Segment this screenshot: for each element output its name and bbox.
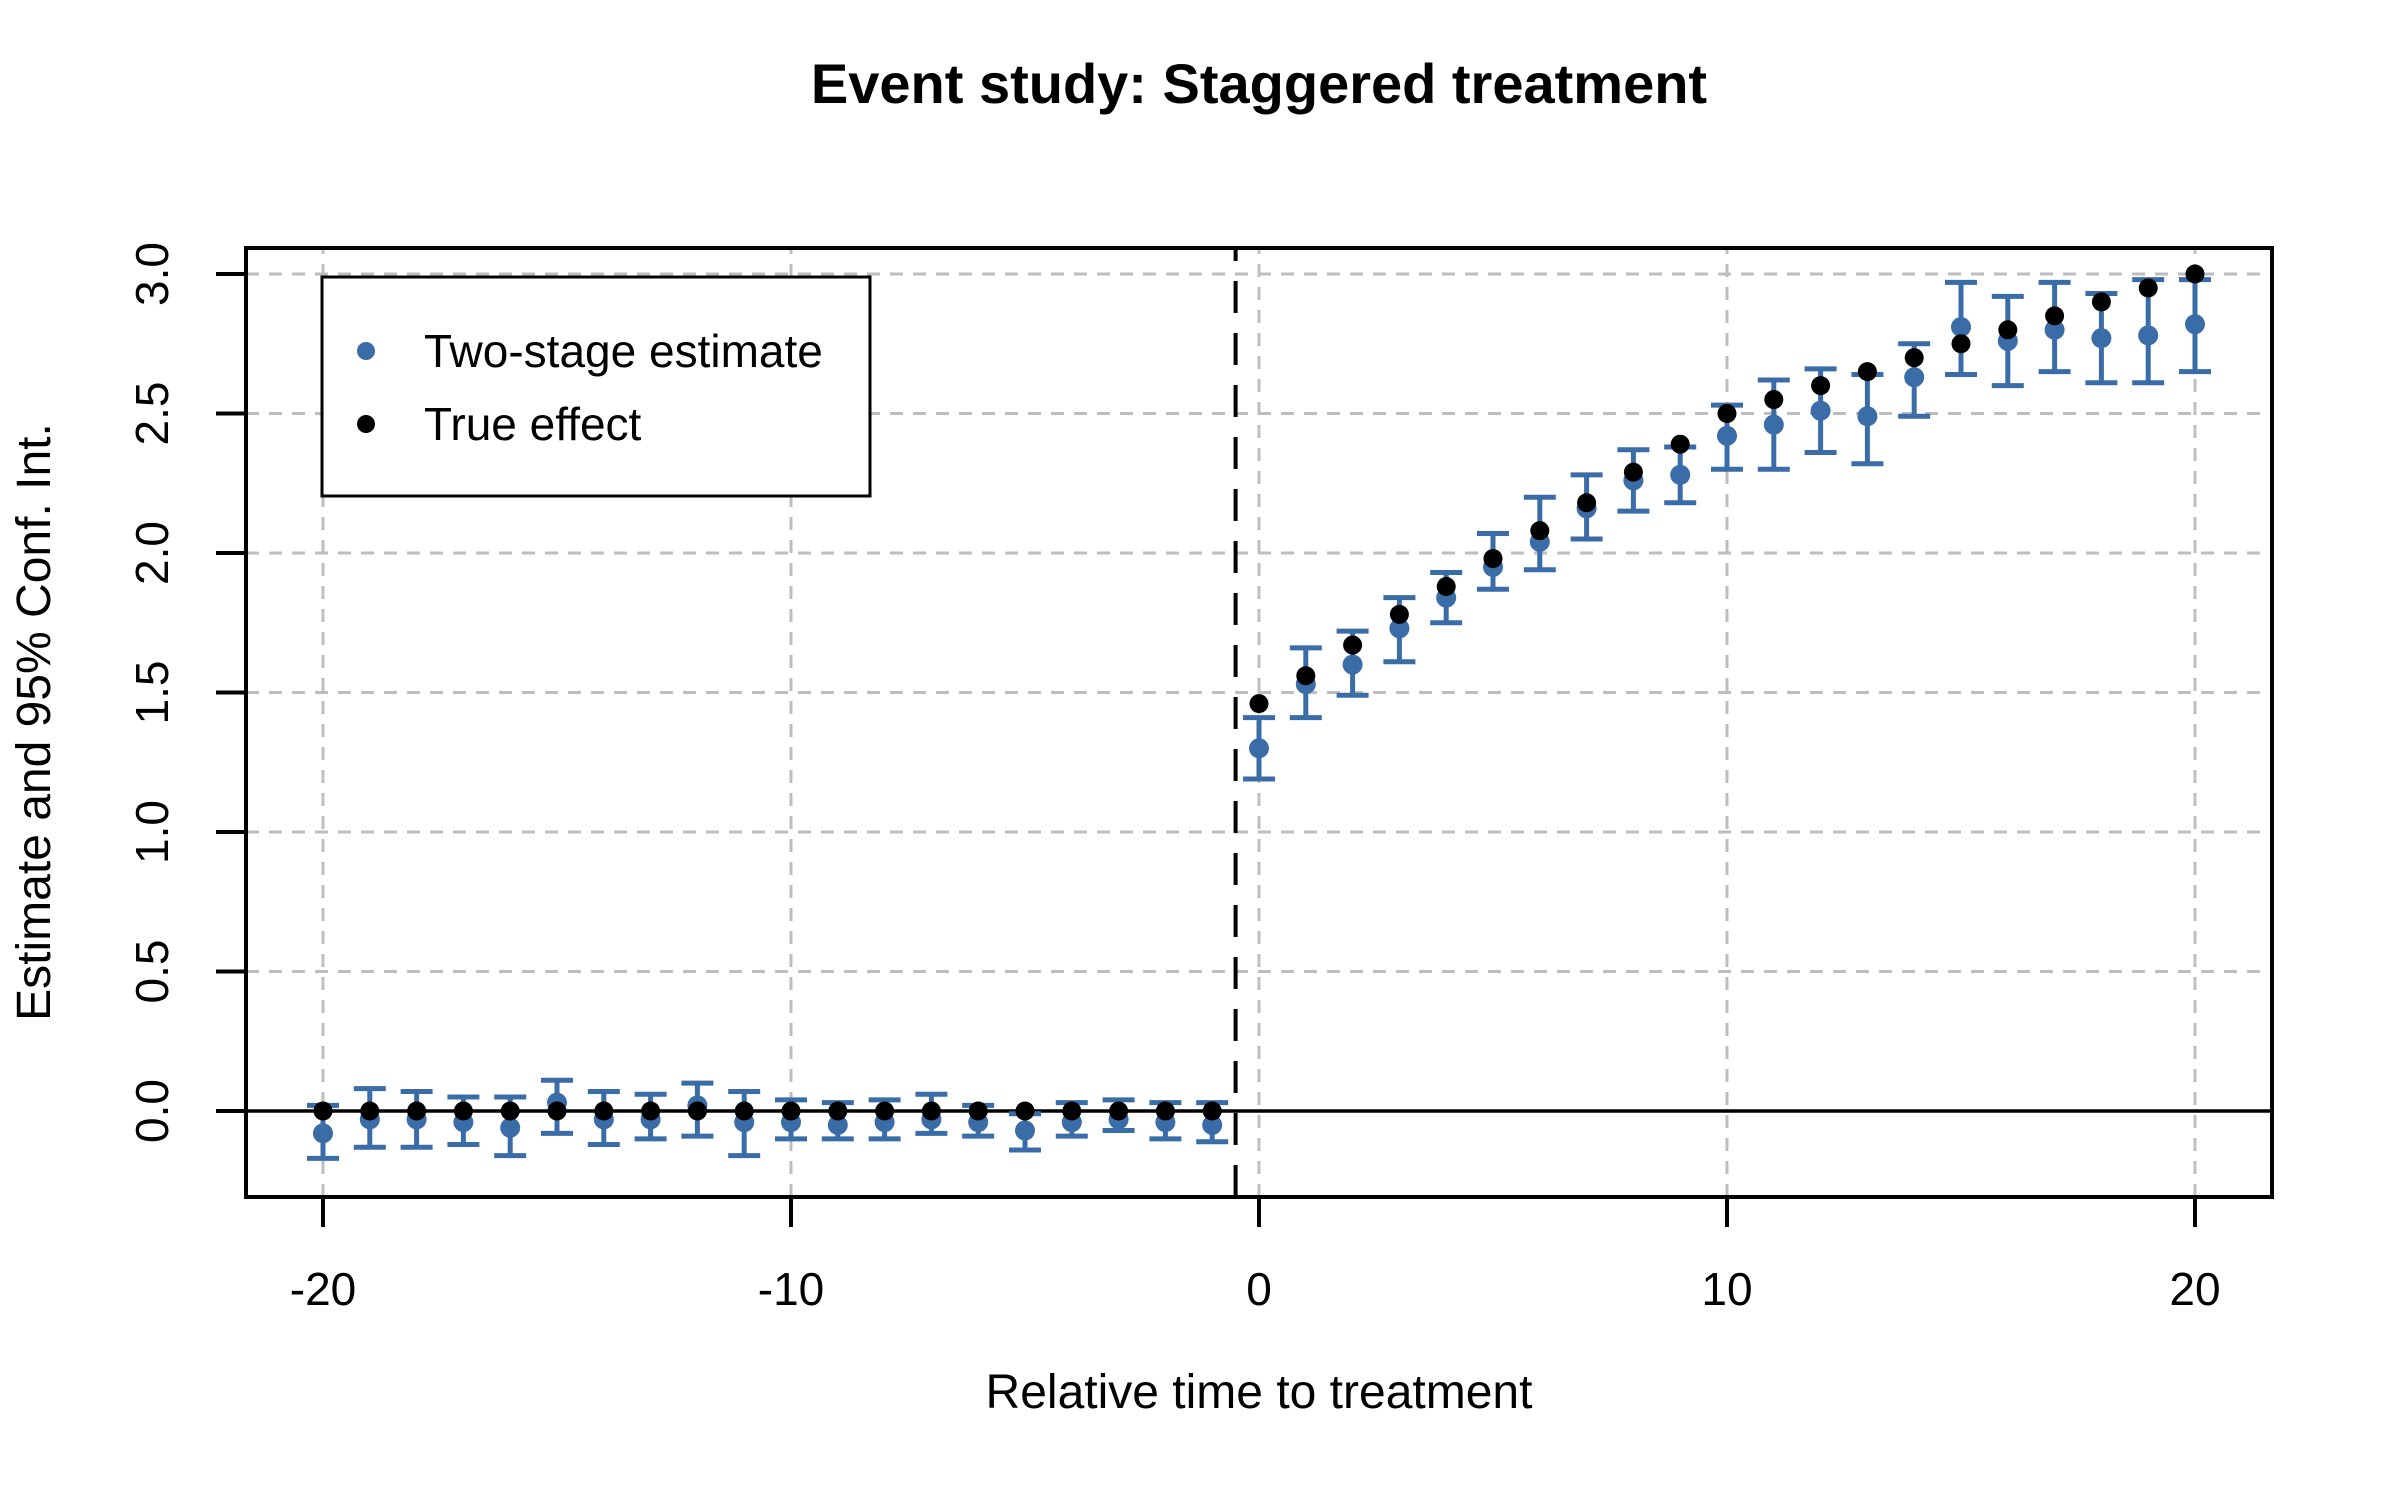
reference-lines-layer	[246, 248, 2272, 1197]
point-two-stage-estimate	[1857, 406, 1878, 427]
legend-label-two-stage: Two-stage estimate	[424, 325, 823, 377]
point-two-stage-estimate	[1951, 317, 1971, 338]
point-true-effect	[828, 1101, 848, 1121]
x-axis-tick-label: -10	[758, 1263, 824, 1315]
x-axis-tick-label: -20	[290, 1263, 356, 1315]
point-true-effect	[360, 1101, 380, 1121]
point-two-stage-estimate	[2091, 328, 2112, 349]
point-true-effect	[1670, 434, 1690, 454]
point-true-effect	[1155, 1101, 1175, 1121]
y-axis-tick-label: 2.0	[126, 521, 178, 585]
point-true-effect	[875, 1101, 895, 1121]
point-true-effect	[407, 1101, 427, 1121]
point-true-effect	[1483, 549, 1503, 569]
point-true-effect	[2138, 278, 2158, 298]
point-true-effect	[1015, 1101, 1035, 1121]
x-axis-tick-label: 0	[1246, 1263, 1272, 1315]
point-two-stage-estimate	[1810, 400, 1831, 421]
point-true-effect	[1062, 1101, 1082, 1121]
point-true-effect	[547, 1101, 567, 1121]
point-true-effect	[1530, 521, 1550, 541]
point-two-stage-estimate	[1904, 367, 1925, 388]
point-true-effect	[1577, 493, 1597, 513]
point-two-stage-estimate	[1015, 1120, 1035, 1141]
y-axis-tick-label: 1.5	[126, 661, 178, 725]
point-two-stage-estimate	[1717, 425, 1737, 446]
legend-marker-true-effect-icon	[357, 415, 375, 433]
point-true-effect	[641, 1101, 661, 1121]
point-two-stage-estimate	[2138, 325, 2159, 346]
axes-layer: -20 -10 0 10 20 0.0 0.5 1.0 1.5 2.0 2.5 3.0	[126, 242, 2221, 1315]
y-axis-tick-label: 3.0	[126, 242, 178, 306]
y-axis-tick-label: 2.5	[126, 382, 178, 446]
point-true-effect	[1296, 666, 1316, 686]
legend-box	[320, 275, 872, 498]
point-two-stage-estimate	[500, 1117, 521, 1138]
point-true-effect	[781, 1101, 801, 1121]
point-two-stage-estimate	[2044, 319, 2065, 340]
point-true-effect	[2185, 264, 2205, 284]
point-true-effect	[1904, 348, 1924, 368]
point-true-effect	[500, 1101, 520, 1121]
point-two-stage-estimate	[313, 1123, 333, 1144]
point-true-effect	[453, 1101, 473, 1121]
legend-label-true-effect: True effect	[424, 398, 642, 450]
point-true-effect	[1109, 1101, 1129, 1121]
x-axis-title: Relative time to treatment	[986, 1366, 1533, 1419]
y-axis-tick-label: 0.5	[126, 940, 178, 1004]
point-two-stage-estimate	[827, 1114, 848, 1135]
point-true-effect	[1389, 604, 1409, 624]
point-true-effect	[1857, 362, 1877, 382]
point-two-stage-estimate	[1389, 618, 1410, 639]
point-true-effect	[734, 1101, 754, 1121]
point-true-effect	[1202, 1101, 1222, 1121]
point-true-effect	[1249, 694, 1269, 714]
point-true-effect	[1951, 334, 1971, 354]
point-true-effect	[1764, 390, 1784, 410]
point-true-effect	[313, 1101, 333, 1121]
point-true-effect	[1717, 404, 1737, 423]
point-two-stage-estimate	[1249, 738, 1269, 759]
legend: Two-stage estimate True effect	[320, 275, 872, 498]
point-true-effect	[687, 1101, 707, 1121]
y-axis-tick-label: 1.0	[126, 800, 178, 864]
point-two-stage-estimate	[1763, 414, 1784, 435]
point-true-effect	[1623, 462, 1643, 482]
point-two-stage-estimate	[1202, 1114, 1223, 1135]
y-axis-title: Estimate and 95% Conf. Int.	[8, 423, 61, 1021]
y-axis-tick-label: 0.0	[126, 1079, 178, 1143]
point-true-effect	[594, 1101, 614, 1121]
point-true-effect	[968, 1101, 988, 1121]
point-true-effect	[1811, 376, 1831, 396]
point-two-stage-estimate	[1670, 464, 1691, 485]
legend-marker-two-stage-icon	[357, 342, 375, 360]
point-true-effect	[2091, 292, 2111, 312]
x-axis-tick-label: 10	[1701, 1263, 1752, 1315]
chart-title: Event study: Staggered treatment	[811, 52, 1707, 115]
point-two-stage-estimate	[2185, 314, 2205, 335]
point-true-effect	[1343, 635, 1363, 655]
data-points-layer	[307, 264, 2211, 1161]
point-true-effect	[1998, 320, 2018, 340]
point-true-effect	[2045, 306, 2065, 326]
x-axis-tick-label: 20	[2169, 1263, 2220, 1315]
point-two-stage-estimate	[1342, 654, 1363, 675]
point-true-effect	[1436, 576, 1456, 596]
point-true-effect	[921, 1101, 941, 1121]
